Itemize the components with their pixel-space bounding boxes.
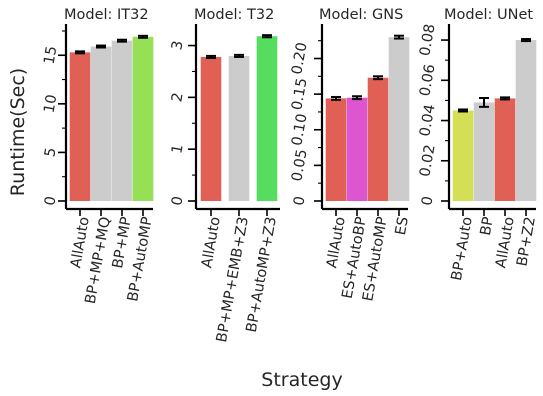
y-tick-label: 0.10 [289, 112, 310, 147]
y-tick-label: 0 [291, 195, 308, 207]
bar-es [388, 37, 410, 201]
bar-bp-automp-z3 [256, 36, 278, 201]
bar-es-automp [367, 77, 389, 201]
y-tick-label: 0 [42, 195, 59, 207]
panel-2: Model: GNS00.050.100.150.20AllAutoES+Aut… [289, 7, 412, 303]
y-tick-label: 3 [169, 40, 186, 52]
bar-allauto [325, 98, 347, 201]
y-tick-label: 0 [169, 195, 186, 207]
bar-bp-z2 [515, 40, 537, 201]
bar-bp-mp-emb-z3 [228, 55, 250, 202]
x-tick-label: BP [478, 215, 497, 236]
x-tick-label: AllAuto [199, 215, 224, 269]
y-axis-label: Runtime(Sec) [7, 68, 29, 196]
y-tick-label: 0.06 [417, 63, 438, 98]
x-tick-label: BP+Auto [449, 215, 476, 281]
y-tick-label: 15 [42, 45, 61, 66]
bar-es-autobp [346, 97, 368, 201]
y-tick-label: 0.08 [417, 23, 438, 58]
x-tick-label: BP+Z2 [514, 216, 538, 268]
bar-bp-mp [111, 40, 133, 201]
y-tick-label: 0.05 [289, 148, 310, 183]
y-tick-label: 10 [42, 93, 61, 114]
bar-bp-mp-mq [90, 46, 112, 201]
y-tick-label: 1 [169, 143, 186, 155]
chart-panels: Model: IT32051015AllAutoBP+MP+MQBP+MPBP+… [42, 7, 539, 344]
y-tick-label: 0.02 [417, 143, 438, 178]
y-tick-label: 5 [42, 146, 59, 158]
panel-title: Model: T32 [194, 7, 274, 23]
bar-bp-automp [132, 36, 154, 202]
y-tick-label: 2 [169, 91, 186, 103]
panel-0: Model: IT32051015AllAutoBP+MP+MQBP+MPBP+… [42, 7, 156, 305]
panel-title: Model: UNet [444, 7, 533, 23]
panel-title: Model: GNS [319, 7, 403, 23]
panel-1: Model: T320123AllAutoBP+MP+EMB+Z3BP+Auto… [169, 7, 280, 344]
bar-allauto [69, 52, 91, 202]
x-axis-label: Strategy [261, 369, 342, 391]
y-tick-label: 0 [419, 195, 436, 207]
bar-allauto [494, 98, 516, 201]
bar-bp [473, 102, 495, 201]
y-tick-label: 0.20 [289, 41, 310, 76]
bar-allauto [200, 56, 222, 202]
y-tick-label: 0.04 [417, 103, 438, 138]
panel-title: Model: IT32 [64, 7, 149, 23]
bar-bp-auto [452, 110, 474, 201]
x-tick-label: ES [393, 216, 412, 237]
y-tick-label: 0.15 [289, 77, 310, 112]
